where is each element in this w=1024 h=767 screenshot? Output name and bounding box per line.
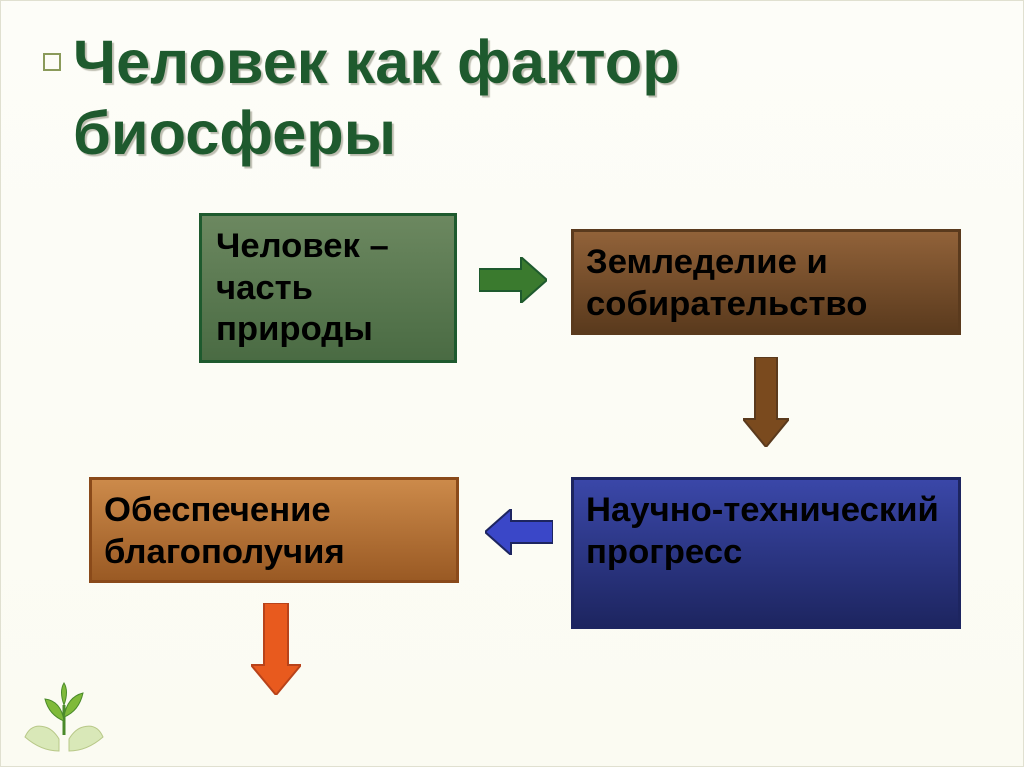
title-line2: биосферы (73, 98, 396, 167)
arrow-4 (251, 603, 301, 695)
title-line1: Человек как фактор (73, 27, 680, 96)
node-welfare-label: Обеспечение благополучия (104, 490, 444, 573)
slide: Человек как фактор биосферы Человек – ча… (0, 0, 1024, 767)
node-welfare: Обеспечение благополучия (89, 477, 459, 583)
slide-title: Человек как фактор биосферы (73, 27, 680, 168)
arrow-2 (743, 357, 789, 447)
node-progress-label: Научно-технический прогресс (586, 490, 946, 573)
node-agriculture-label: Земледелие и собирательство (586, 242, 946, 325)
title-bullet (43, 53, 61, 71)
plant-hands-icon (19, 679, 109, 754)
node-progress: Научно-технический прогресс (571, 477, 961, 629)
node-agriculture: Земледелие и собирательство (571, 229, 961, 335)
arrow-1 (479, 257, 547, 303)
node-human-nature: Человек – часть природы (199, 213, 457, 363)
node-human-nature-label: Человек – часть природы (216, 226, 440, 351)
arrow-3 (485, 509, 553, 555)
